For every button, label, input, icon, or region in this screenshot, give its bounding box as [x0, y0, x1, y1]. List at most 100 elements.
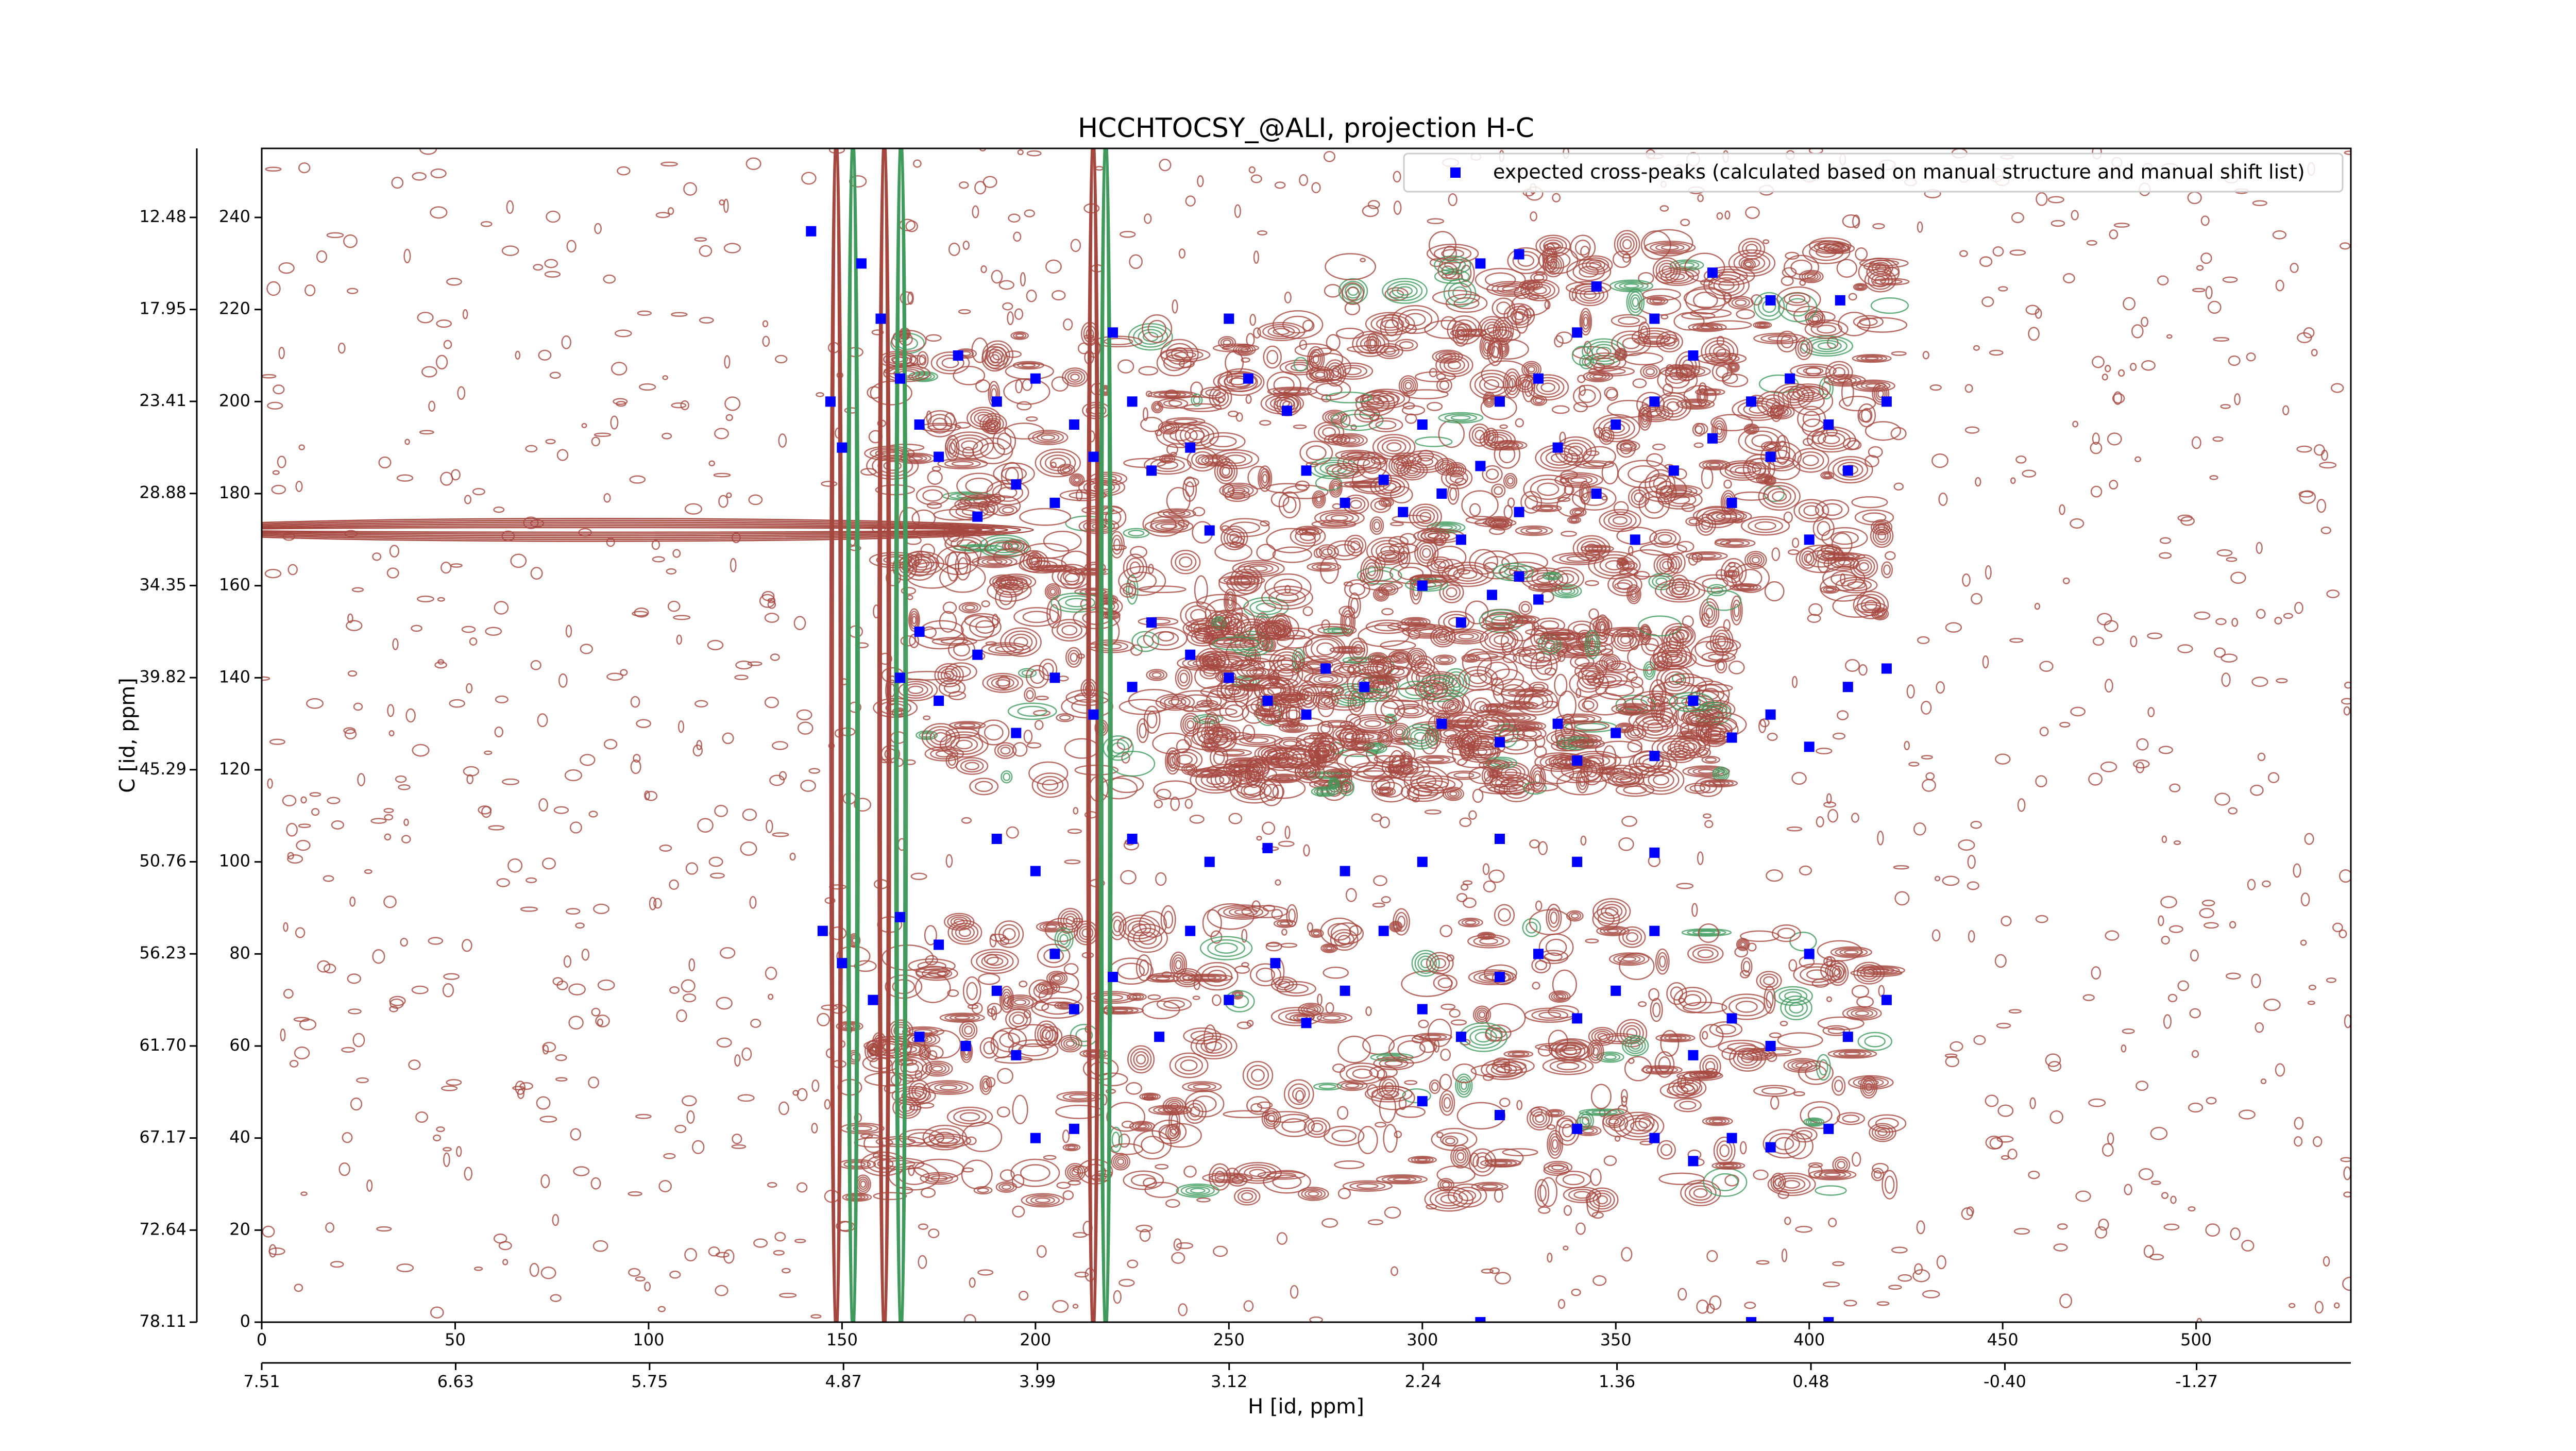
contour [1483, 761, 1506, 769]
contour [934, 732, 948, 743]
contour [1350, 424, 1357, 430]
contour [1290, 1285, 1299, 1299]
contour [597, 1018, 604, 1026]
contour [533, 264, 544, 271]
contour [1582, 313, 1590, 330]
contour [1603, 1155, 1617, 1166]
contour [1133, 326, 1168, 348]
contour [2303, 327, 2315, 339]
contour [1427, 556, 1453, 573]
contour [1465, 711, 1516, 738]
contour [1443, 278, 1477, 308]
contour [462, 939, 472, 952]
contour [1200, 432, 1246, 451]
contour [944, 662, 977, 681]
contour [352, 1033, 365, 1048]
contour [1145, 618, 1171, 625]
contour [1985, 1135, 2003, 1150]
contour [1443, 614, 1470, 630]
contour [1817, 324, 1837, 334]
contour [1281, 1118, 1307, 1133]
contour [2289, 1303, 2296, 1308]
contour [1698, 923, 1719, 943]
contour [617, 166, 631, 176]
contour [1414, 436, 1453, 447]
contour [1426, 402, 1443, 411]
contour [1010, 1158, 1060, 1187]
contour [1330, 780, 1337, 787]
contour [1060, 910, 1081, 931]
contour [913, 159, 922, 168]
contour [1638, 1117, 1651, 1128]
contour [948, 242, 960, 256]
contour [762, 335, 770, 347]
contour [1696, 514, 1716, 536]
contour [1481, 622, 1515, 631]
contour [1992, 246, 2004, 257]
contour [1165, 417, 1206, 426]
contour [667, 600, 681, 612]
contour [552, 977, 564, 986]
contour [1471, 1182, 1509, 1192]
contour [1706, 510, 1752, 523]
contour [653, 898, 662, 909]
contour [1764, 581, 1785, 602]
contour [1227, 410, 1239, 417]
contour [1676, 1070, 1723, 1081]
contour [1206, 715, 1218, 736]
contour [2221, 653, 2238, 663]
contour [1751, 556, 1760, 564]
contour [1611, 703, 1653, 715]
contour [1512, 250, 1540, 271]
contour [1411, 455, 1439, 468]
contour [1820, 585, 1840, 594]
contour [2105, 930, 2120, 941]
contour [1022, 552, 1046, 570]
contour [1359, 409, 1376, 420]
contour [1513, 311, 1525, 320]
contour [677, 720, 685, 733]
contour [1691, 552, 1722, 560]
contour [1353, 743, 1365, 748]
contour [1249, 668, 1266, 677]
contour [2294, 1117, 2304, 1130]
contour [1388, 1035, 1435, 1064]
contour [1301, 1188, 1326, 1200]
contour [1067, 371, 1083, 383]
contour [1402, 723, 1439, 750]
contour [953, 544, 1004, 552]
contour [732, 1134, 742, 1144]
contour [1534, 398, 1543, 403]
contour [1409, 650, 1425, 666]
contour [1044, 454, 1071, 471]
contour [734, 674, 749, 680]
contour [294, 1047, 310, 1059]
contour [1322, 409, 1348, 425]
contour [2102, 1143, 2114, 1157]
contour [1755, 322, 1770, 328]
contour [1337, 1106, 1349, 1120]
contour [1818, 242, 1845, 251]
contour [1315, 544, 1340, 560]
contour [796, 1088, 808, 1101]
contour [1410, 770, 1443, 792]
contour [1153, 391, 1192, 398]
contour [1706, 590, 1742, 611]
contour [1245, 649, 1261, 667]
contour [1130, 1048, 1152, 1071]
contour [2212, 436, 2224, 442]
contour [959, 1112, 980, 1122]
contour [1183, 1165, 1197, 1178]
contour [883, 461, 902, 471]
contour [2299, 490, 2316, 504]
contour [938, 679, 966, 697]
contour [1372, 434, 1416, 460]
contour [1975, 477, 1981, 487]
contour [1817, 552, 1866, 561]
contour [2070, 706, 2086, 717]
contour [1648, 771, 1674, 789]
contour [1731, 365, 1736, 370]
contour [1324, 945, 1334, 952]
contour [1598, 427, 1615, 445]
contour [1771, 547, 1781, 561]
